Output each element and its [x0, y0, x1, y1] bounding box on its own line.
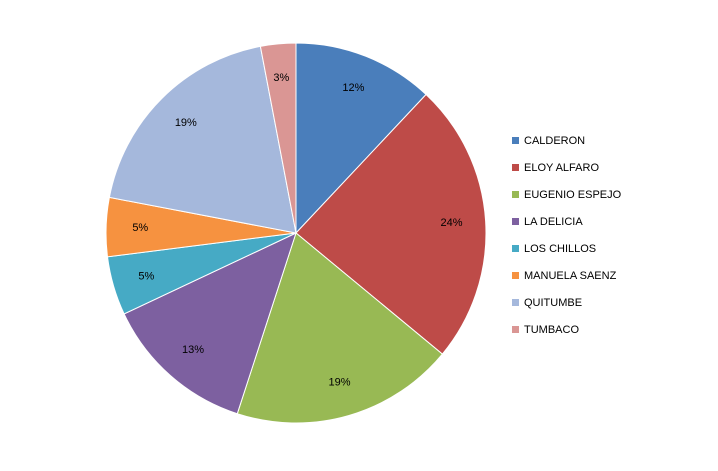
slice-label-la-delicia: 13% — [182, 344, 204, 356]
legend-entry-manuela-saenz: MANUELA SAENZ — [524, 270, 617, 282]
pie-slices — [105, 42, 487, 424]
legend-swatch-eloy-alfaro — [512, 164, 519, 171]
legend-entry-eloy-alfaro: ELOY ALFARO — [524, 162, 599, 174]
legend-entry-la-delicia: LA DELICIA — [524, 216, 583, 228]
legend-entry-quitumbe: QUITUMBE — [524, 297, 582, 309]
slice-label-calderon: 12% — [342, 82, 364, 94]
legend-entry-eugenio-espejo: EUGENIO ESPEJO — [524, 189, 622, 201]
legend-entry-calderon: CALDERON — [524, 135, 585, 147]
slice-label-tumbaco: 3% — [273, 72, 289, 84]
legend-swatch-calderon — [512, 137, 519, 144]
legend-swatch-la-delicia — [512, 218, 519, 225]
legend-entry-tumbaco: TUMBACO — [524, 324, 579, 336]
pie-slice-eloy-alfaro — [295, 93, 487, 355]
legend-swatch-los-chillos — [512, 245, 519, 252]
legend-swatch-eugenio-espejo — [512, 191, 519, 198]
legend-swatch-quitumbe — [512, 299, 519, 306]
slice-label-eugenio-espejo: 19% — [328, 377, 350, 389]
pie-slice-calderon — [295, 42, 427, 235]
legend-entry-los-chillos: LOS CHILLOS — [524, 243, 596, 255]
slice-labels: 12% 24% 19% 13% 5% 5% 19% 3% — [132, 72, 462, 389]
pie-slice-la-delicia — [123, 232, 297, 415]
slice-label-quitumbe: 19% — [175, 117, 197, 129]
pie-slice-quitumbe — [108, 45, 297, 234]
legend: CALDERON ELOY ALFARO EUGENIO ESPEJO LA DELI… — [512, 135, 622, 336]
legend-swatch-tumbaco — [512, 326, 519, 333]
slice-label-manuela-saenz: 5% — [132, 222, 148, 234]
slice-label-los-chillos: 5% — [138, 270, 154, 282]
pie-slice-eugenio-espejo — [236, 232, 444, 424]
pie-slice-tumbaco — [259, 42, 297, 234]
slice-label-eloy-alfaro: 24% — [440, 217, 462, 229]
legend-swatch-manuela-saenz — [512, 272, 519, 279]
